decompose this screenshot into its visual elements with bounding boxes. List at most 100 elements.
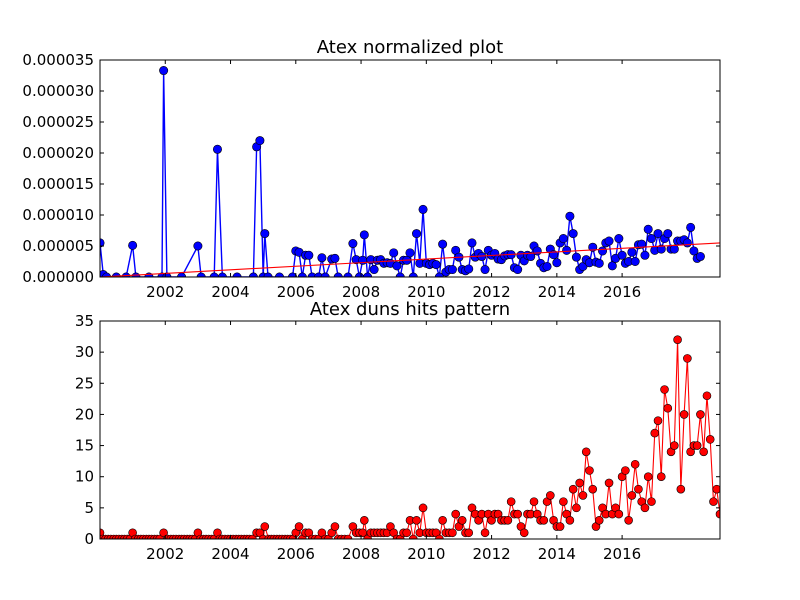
normalized-ytick-label: 0.000035	[22, 51, 94, 69]
hits-data-point	[702, 391, 712, 401]
normalized-ytick-label: 0.000030	[22, 82, 94, 100]
normalized-data-point	[656, 244, 666, 254]
normalized-data-point	[392, 261, 402, 271]
hits-data-point	[715, 509, 720, 519]
hits-data-point	[448, 528, 457, 538]
normalized-data-point	[532, 246, 542, 256]
hits-data-point	[568, 484, 578, 494]
normalized-ytick-label: 0.000005	[22, 237, 94, 255]
hits-data-point	[673, 335, 682, 344]
normalized-data-point	[643, 224, 653, 234]
hits-data-point	[506, 497, 516, 506]
hits-data-point	[480, 528, 490, 538]
normalized-data-point	[653, 229, 663, 239]
normalized-data-point	[604, 236, 614, 246]
hits-data-point	[585, 466, 594, 475]
hits-data-point	[588, 484, 598, 494]
hits-data-point	[457, 516, 467, 525]
hits-data-point	[578, 491, 588, 500]
normalized-data-point	[260, 229, 270, 239]
normalized-data-point	[405, 248, 415, 258]
hits-data-point	[621, 466, 630, 475]
hits-data-point	[572, 503, 581, 513]
normalized-data-point	[598, 246, 608, 256]
hits-xtick-label: 2010	[407, 545, 445, 563]
hits-ytick-label: 30	[75, 343, 94, 361]
normalized-data-point	[669, 244, 679, 254]
hits-data-point	[408, 534, 418, 539]
hits-data-point	[565, 516, 575, 525]
hits-ytick-label: 10	[75, 468, 94, 486]
hits-data-point	[559, 497, 568, 506]
normalized-data-point	[447, 265, 457, 275]
normalized-data-point	[212, 144, 222, 154]
normalized-ytick-label: 0.000020	[22, 144, 94, 162]
hits-data-point	[647, 497, 656, 506]
normalized-data-point	[689, 246, 699, 256]
normalized-data-point	[513, 265, 523, 275]
normalized-data-point	[607, 261, 617, 271]
normalized-data-point	[594, 258, 604, 268]
hits-data-point	[412, 516, 421, 525]
normalized-xtick-label: 2016	[603, 283, 641, 301]
hits-ytick-label: 35	[75, 312, 94, 330]
hits-plot-content	[100, 335, 720, 539]
hits-data-point	[539, 516, 549, 525]
hits-xtick-label: 2002	[146, 545, 184, 563]
normalized-data-point	[526, 252, 536, 262]
normalized-data-point	[552, 258, 562, 268]
normalized-data-point	[682, 238, 692, 248]
hits-ytick-label: 20	[75, 405, 94, 423]
normalized-data-point	[558, 234, 568, 244]
normalized-xtick-label: 2006	[277, 283, 315, 301]
hits-data-point	[634, 484, 643, 494]
hits-plot-area	[100, 321, 720, 539]
hits-data-point	[294, 522, 304, 531]
normalized-plot-content	[100, 66, 720, 277]
hits-data-point	[705, 435, 715, 444]
normalized-data-point	[464, 264, 474, 274]
normalized-data-point	[255, 136, 265, 146]
normalized-data-point	[193, 241, 203, 251]
normalized-xtick-label: 2004	[211, 283, 249, 301]
hits-data-point	[656, 472, 666, 482]
normalized-plot-area	[100, 60, 720, 277]
normalized-data-point	[617, 250, 627, 260]
normalized-trend-line	[100, 242, 720, 277]
hits-axes-frame	[99, 320, 721, 540]
normalized-data-point	[565, 211, 575, 221]
normalized-data-point	[431, 260, 441, 270]
hits-data-point	[643, 472, 653, 482]
normalized-axes-frame	[99, 59, 721, 278]
normalized-data-point	[467, 238, 477, 248]
normalized-data-point	[330, 253, 340, 263]
normalized-data-point	[686, 222, 696, 232]
hits-data-point	[159, 528, 168, 538]
hits-xtick-label: 2004	[211, 545, 249, 563]
hits-pattern-title: Atex duns hits pattern	[310, 299, 510, 320]
normalized-data-point	[317, 253, 327, 263]
normalized-data-point	[637, 239, 647, 249]
normalized-data-point	[630, 256, 640, 266]
hits-data-point	[627, 491, 637, 500]
hits-data-point	[624, 516, 633, 525]
hits-ytick-label: 25	[75, 374, 94, 392]
normalized-data-point	[646, 234, 656, 244]
normalized-data-point	[412, 229, 422, 239]
hits-data-point	[360, 516, 369, 525]
hits-xtick-label: 2014	[538, 545, 576, 563]
normalized-data-point	[128, 240, 138, 250]
normalized-data-point	[627, 247, 637, 257]
normalized-ytick-label: 0.000025	[22, 113, 94, 131]
hits-data-point	[663, 403, 673, 413]
normalized-data-point	[542, 261, 552, 271]
hits-data-point	[683, 354, 692, 363]
normalized-plot-title: Atex normalized plot	[317, 37, 503, 58]
normalized-xtick-label: 2008	[342, 283, 380, 301]
normalized-xtick-label: 2014	[538, 283, 576, 301]
normalized-data-point	[348, 239, 358, 249]
hits-pattern-panel: Atex duns hits pattern 0 5 10 15 20 25 30 35 200…	[75, 299, 721, 563]
normalized-data-point	[304, 250, 314, 260]
normalized-data-point	[438, 239, 448, 249]
hits-data-point	[402, 528, 412, 538]
